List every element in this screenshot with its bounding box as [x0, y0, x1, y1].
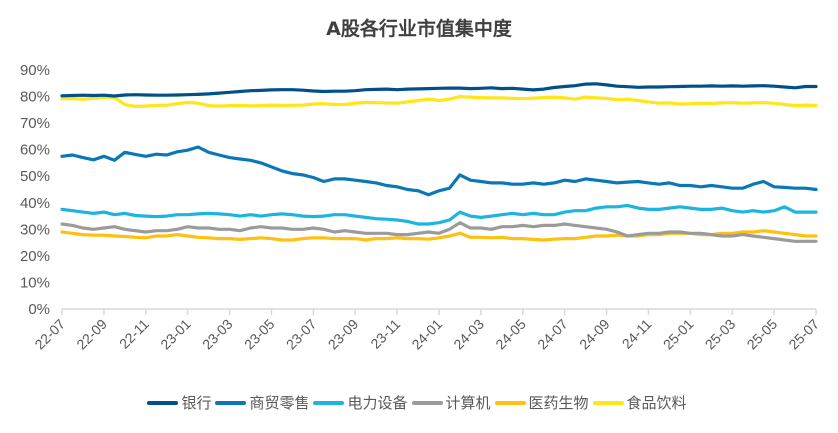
series-line-2: [60, 203, 818, 226]
series-line-3: [60, 221, 818, 243]
legend-item[interactable]: 食品饮料: [592, 392, 687, 413]
y-tick-label: 30%: [20, 221, 50, 238]
y-tick-label: 70%: [20, 115, 50, 132]
legend-label: 计算机: [445, 394, 491, 412]
x-tick-label: 23-09: [325, 316, 362, 353]
y-tick-label: 80%: [20, 89, 50, 106]
y-tick-label: 50%: [20, 168, 50, 185]
legend-swatch: [215, 400, 247, 405]
x-tick-label: 23-03: [199, 316, 236, 353]
legend-item[interactable]: 银行: [147, 392, 211, 413]
y-tick-label: 0%: [28, 301, 50, 318]
x-tick-label: 24-05: [492, 316, 529, 353]
x-tick-label: 23-07: [283, 316, 320, 353]
x-tick-label: 22-07: [31, 316, 68, 353]
legend-swatch: [411, 400, 443, 405]
x-tick-label: 25-05: [744, 316, 781, 353]
chart-title: A股各行业市值集中度: [326, 18, 512, 40]
y-tick-label: 90%: [20, 62, 50, 79]
x-tick-label: 23-01: [157, 316, 194, 353]
series-line-5: [60, 94, 818, 109]
legend-swatch: [147, 400, 179, 405]
x-tick-label: 24-03: [450, 316, 487, 353]
series-lines: [60, 82, 818, 243]
x-tick-label: 25-03: [702, 316, 739, 353]
y-tick-label: 60%: [20, 142, 50, 159]
y-axis-ticks: 0% 10% 20% 30% 40% 50% 60% 70% 80% 90%: [20, 62, 50, 318]
x-tick-label: 22-09: [73, 316, 110, 353]
legend-label: 银行: [181, 394, 212, 412]
x-tick-label: 24-07: [534, 316, 571, 353]
y-tick-label: 20%: [20, 248, 50, 265]
y-tick-label: 10%: [20, 274, 50, 291]
x-tick-label: 24-01: [408, 316, 445, 353]
x-tick-label: 23-05: [241, 316, 278, 353]
legend-label: 医药生物: [528, 394, 589, 412]
legend-label: 电力设备: [347, 394, 408, 412]
series-line-0: [60, 82, 818, 98]
x-tick-label: 24-09: [576, 316, 613, 353]
legend-swatch: [313, 400, 345, 405]
legend-item[interactable]: 商贸零售: [215, 392, 309, 413]
y-tick-label: 40%: [20, 195, 50, 212]
legend-label: 食品饮料: [626, 394, 687, 412]
x-tick-label: 23-11: [367, 316, 403, 352]
legend-label: 商贸零售: [249, 394, 310, 412]
x-tick-label: 25-07: [785, 316, 822, 353]
legend: 银行 商贸零售 电力设备 计算机 医药生物 食品饮料: [0, 392, 838, 413]
legend-swatch: [592, 400, 624, 405]
series-line-1: [60, 145, 818, 197]
legend-item[interactable]: 计算机: [411, 392, 491, 413]
legend-item[interactable]: 电力设备: [313, 392, 408, 413]
x-axis: 22-07 22-09 22-11 23-01 23-03 23-05 23-07 23-09…: [31, 308, 822, 353]
x-tick-label: 22-11: [116, 316, 152, 352]
legend-item[interactable]: 医药生物: [494, 392, 589, 413]
x-tick-label: 25-01: [660, 316, 697, 353]
legend-swatch: [494, 400, 526, 405]
x-tick-label: 24-11: [619, 316, 655, 352]
